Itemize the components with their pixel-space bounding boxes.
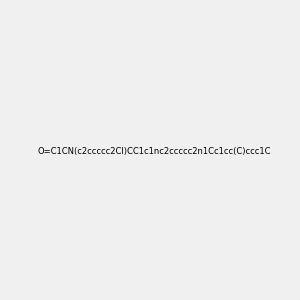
- Text: O=C1CN(c2ccccc2Cl)CC1c1nc2ccccc2n1Cc1cc(C)ccc1C: O=C1CN(c2ccccc2Cl)CC1c1nc2ccccc2n1Cc1cc(…: [37, 147, 271, 156]
